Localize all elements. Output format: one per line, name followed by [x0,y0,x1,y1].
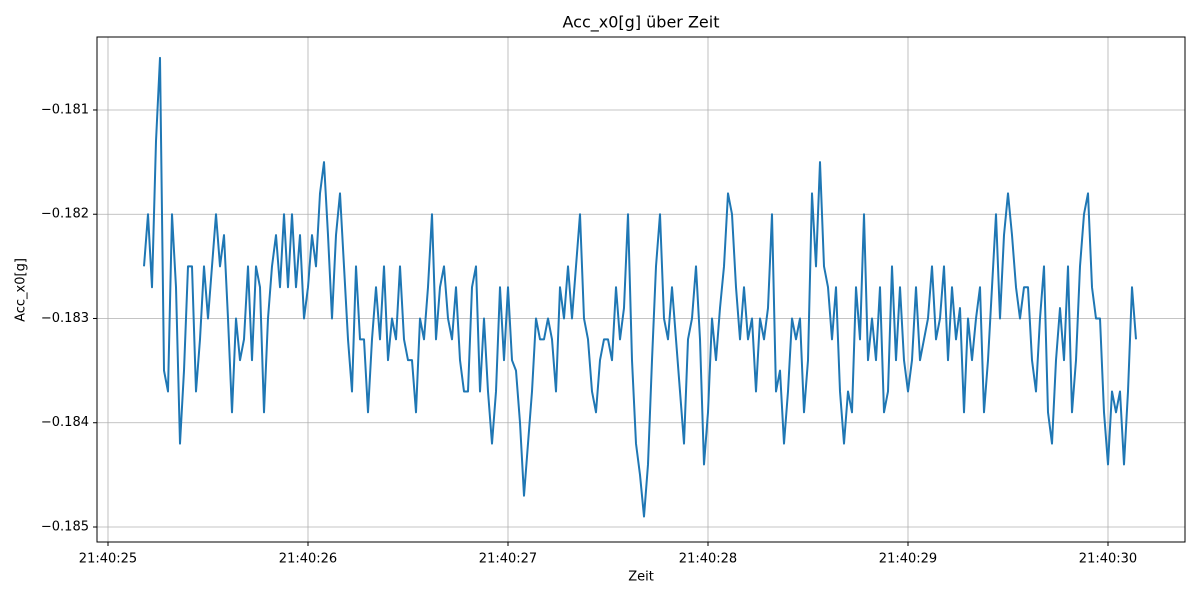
y-tick-label: −0.185 [41,519,89,534]
x-tick-label: 21:40:29 [879,552,937,567]
y-tick-label: −0.182 [41,207,89,222]
y-axis-label: Acc_x0[g] [14,258,29,322]
data-line [143,56,1137,518]
plot-frame [96,36,1186,543]
y-tick-label: −0.184 [41,415,89,430]
y-tick-label: −0.183 [41,311,89,326]
chart-title: Acc_x0[g] über Zeit [563,13,720,33]
x-tick-label: 21:40:26 [279,552,337,567]
x-tick-label: 21:40:25 [79,552,137,567]
y-tick-label: −0.181 [41,102,89,117]
x-tick-label: 21:40:30 [1079,552,1137,567]
x-tick-label: 21:40:28 [679,552,737,567]
x-tick-label: 21:40:27 [479,552,537,567]
x-axis-label: Zeit [628,570,654,585]
